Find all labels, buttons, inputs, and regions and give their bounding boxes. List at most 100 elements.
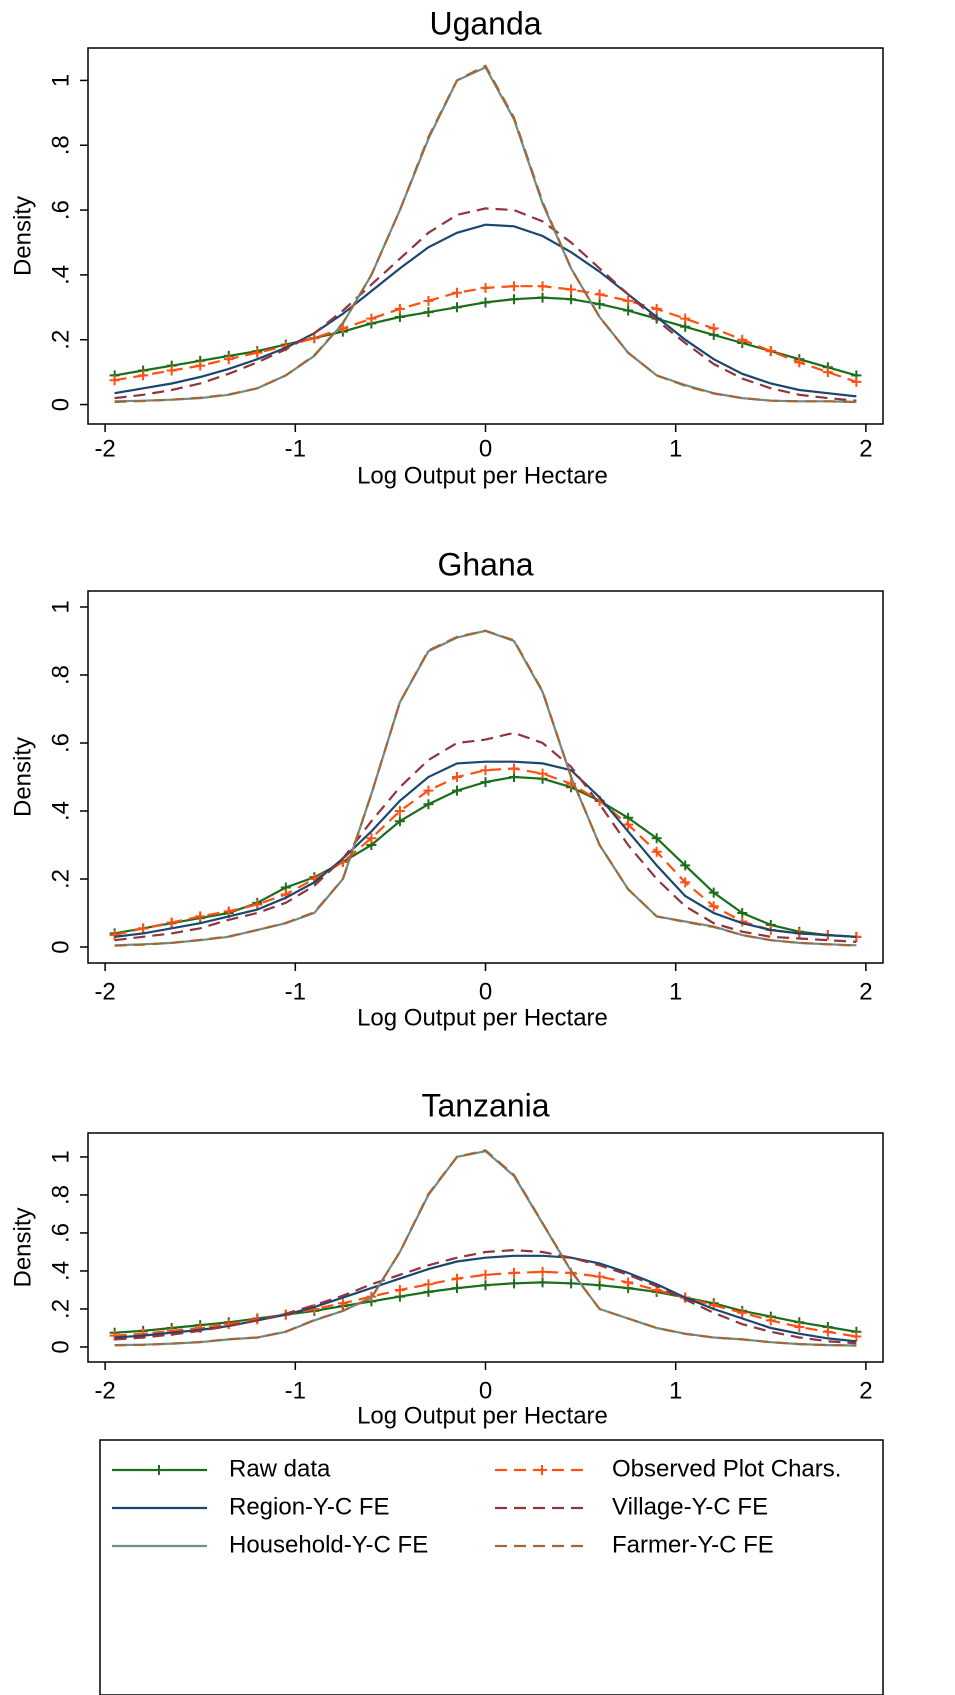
legend-marker	[154, 1465, 164, 1475]
marker	[480, 297, 491, 308]
y-tick-label: .2	[47, 330, 74, 350]
marker	[366, 313, 377, 324]
legend-label: Raw data	[229, 1455, 331, 1482]
legend-label: Region-Y-C FE	[229, 1493, 390, 1520]
marker	[851, 376, 862, 387]
marker	[509, 1267, 520, 1278]
marker	[394, 806, 405, 817]
x-tick-label: 1	[669, 435, 682, 462]
marker	[851, 1331, 862, 1342]
marker	[708, 323, 719, 334]
x-tick-label: 1	[669, 1377, 682, 1404]
y-tick-label: .6	[47, 200, 74, 220]
marker	[708, 887, 719, 898]
marker	[708, 901, 719, 912]
marker	[594, 299, 605, 310]
x-tick-label: -2	[94, 978, 115, 1005]
marker	[138, 370, 149, 381]
marker	[223, 906, 234, 917]
series-line	[114, 731, 857, 943]
plot-frame	[87, 47, 884, 425]
marker	[794, 357, 805, 368]
marker	[195, 911, 206, 922]
marker	[451, 1283, 462, 1294]
marker	[451, 287, 462, 298]
marker	[509, 763, 520, 774]
y-tick-label: .8	[47, 135, 74, 155]
marker	[451, 1273, 462, 1284]
y-tick-label: .4	[47, 801, 74, 821]
marker	[765, 346, 776, 357]
y-tick-label: .2	[47, 1299, 74, 1319]
legend	[99, 1439, 884, 1695]
series-line	[114, 629, 857, 947]
marker	[537, 1277, 548, 1288]
x-tick-label: -1	[285, 435, 306, 462]
marker	[423, 295, 434, 306]
marker	[566, 294, 577, 305]
marker	[680, 877, 691, 888]
legend-label: Observed Plot Chars.	[612, 1455, 841, 1482]
marker	[623, 295, 634, 306]
marker	[252, 899, 263, 910]
marker	[451, 772, 462, 782]
marker	[394, 303, 405, 314]
y-tick-label: 0	[47, 398, 74, 411]
marker	[737, 908, 748, 919]
marker	[509, 294, 520, 305]
x-tick-label: 2	[859, 978, 872, 1005]
marker	[537, 768, 548, 779]
marker	[423, 307, 434, 318]
series-line	[114, 760, 857, 938]
marker	[252, 347, 263, 358]
y-tick-label: 0	[47, 1340, 74, 1353]
marker	[480, 765, 491, 776]
marker	[366, 833, 377, 844]
marker	[195, 360, 206, 371]
x-axis-label: Log Output per Hectare	[357, 1402, 608, 1429]
x-tick-label: -1	[285, 1377, 306, 1404]
marker	[166, 917, 177, 928]
series-line	[114, 1248, 857, 1345]
x-tick-label: 0	[479, 978, 492, 1005]
marker	[423, 785, 434, 796]
y-tick-label: 1	[47, 74, 74, 87]
marker	[737, 1307, 748, 1318]
y-tick-label: .4	[47, 265, 74, 285]
y-tick-label: .8	[47, 665, 74, 685]
marker	[594, 289, 605, 300]
marker	[451, 302, 462, 313]
marker	[623, 1277, 634, 1288]
marker	[537, 292, 548, 303]
marker	[794, 1322, 805, 1333]
marker	[166, 365, 177, 376]
y-tick-label: 1	[47, 600, 74, 613]
marker	[337, 1298, 348, 1309]
x-tick-label: -2	[94, 1377, 115, 1404]
y-tick-label: 0	[47, 940, 74, 953]
marker	[680, 313, 691, 324]
marker	[109, 375, 120, 386]
marker	[509, 772, 520, 782]
marker	[480, 1269, 491, 1280]
marker	[138, 923, 149, 934]
marker	[451, 785, 462, 796]
legend-label: Household-Y-C FE	[229, 1531, 428, 1558]
series-line	[114, 1149, 857, 1347]
plot-frame	[87, 590, 884, 964]
marker	[680, 860, 691, 871]
marker	[737, 334, 748, 345]
y-axis-label: Density	[9, 1207, 36, 1287]
series-line	[114, 64, 857, 404]
series-line	[114, 207, 857, 402]
y-tick-label: .6	[47, 1223, 74, 1243]
legend-marker	[537, 1465, 547, 1475]
series-line	[114, 1270, 857, 1338]
marker	[223, 1319, 234, 1330]
marker	[651, 846, 662, 857]
marker	[623, 819, 634, 830]
y-tick-label: 1	[47, 1150, 74, 1163]
marker	[765, 1315, 776, 1326]
chart-title: Uganda	[429, 5, 541, 41]
